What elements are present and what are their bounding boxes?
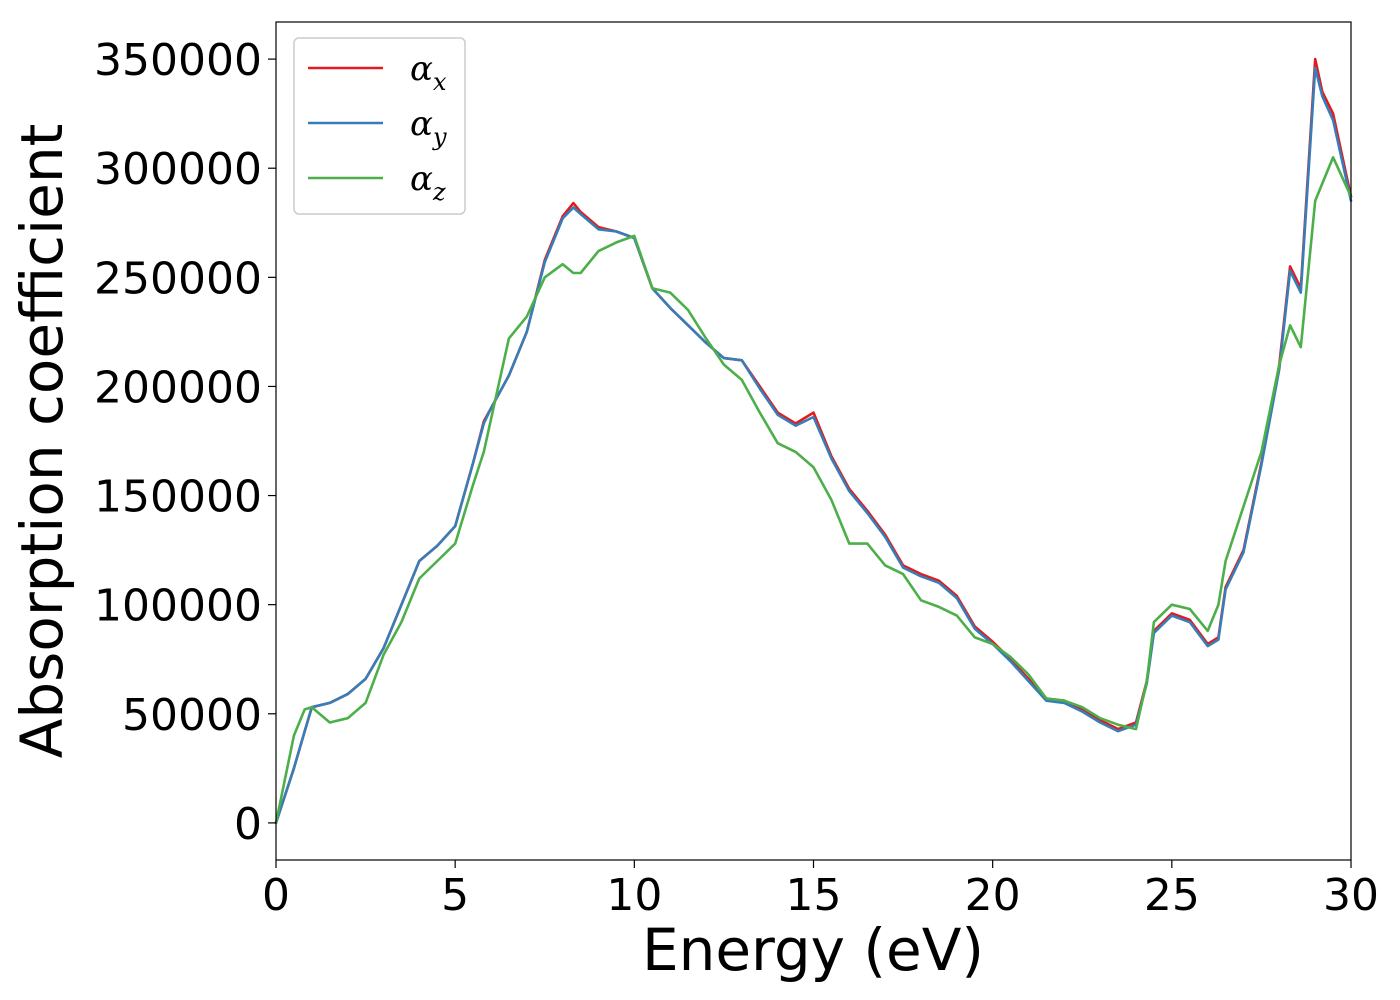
x-tick-label: 30 xyxy=(1323,870,1379,921)
legend-subscript: x xyxy=(433,68,447,96)
x-axis-label: Energy (eV) xyxy=(642,916,984,984)
legend-subscript: y xyxy=(432,123,447,151)
y-tick-label: 100000 xyxy=(94,581,262,632)
y-tick-label: 50000 xyxy=(122,690,262,741)
y-tick-label: 300000 xyxy=(94,144,262,195)
series-line-y xyxy=(274,66,1353,825)
legend-subscript: z xyxy=(432,178,446,206)
x-axis-ticks: 0 5 10 15 20 25 30 xyxy=(262,860,1379,921)
x-tick-label: 10 xyxy=(606,870,662,921)
series-line-z xyxy=(274,156,1353,825)
y-tick-label: 150000 xyxy=(94,472,262,523)
y-axis-ticks: 0 50000 100000 150000 200000 250000 300000 3500… xyxy=(94,35,276,850)
y-axis-label: Absorption coefficient xyxy=(8,124,76,759)
y-tick-label: 350000 xyxy=(94,35,262,86)
y-tick-label: 200000 xyxy=(94,362,262,413)
y-tick-label: 250000 xyxy=(94,253,262,304)
legend-box xyxy=(293,37,466,215)
y-tick-label: 0 xyxy=(234,799,262,850)
x-tick-label: 25 xyxy=(1144,870,1200,921)
x-tick-label: 0 xyxy=(262,870,290,921)
x-tick-label: 5 xyxy=(441,870,469,921)
x-tick-label: 20 xyxy=(965,870,1021,921)
series-lines xyxy=(274,57,1353,825)
x-tick-label: 15 xyxy=(786,870,842,921)
